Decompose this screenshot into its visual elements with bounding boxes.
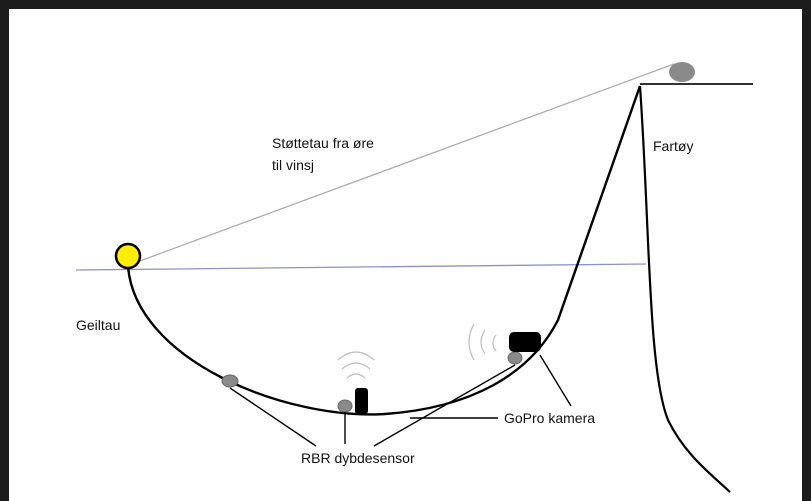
support-rope-label-line2: til vinsj <box>272 157 314 173</box>
vessel-hull-line <box>638 85 731 493</box>
gopro-camera-icon-right <box>509 332 541 352</box>
gopro-camera-icon-bottom <box>355 388 368 414</box>
seine-rope-label: Geiltau <box>76 317 120 333</box>
signal-wave-icon <box>480 329 486 355</box>
leader-line-rbr-right <box>373 364 516 447</box>
float-icon <box>114 242 142 270</box>
leader-line-rbr-left <box>229 387 317 447</box>
rbr-sensor-icon-middle <box>337 399 353 413</box>
support-rope-label-line1: Støttetau fra øre <box>272 135 374 151</box>
rbr-sensor-label: RBR dybdesensor <box>301 450 415 466</box>
signal-wave-icon <box>346 373 366 379</box>
water-surface-line <box>75 263 647 271</box>
signal-wave-icon <box>341 362 371 370</box>
gopro-camera-label: GoPro kamera <box>504 410 595 426</box>
rbr-sensor-icon-left <box>221 374 239 388</box>
rbr-sensor-icon-right <box>507 351 523 365</box>
winch-icon <box>669 62 695 82</box>
signal-wave-icon <box>337 351 375 361</box>
signal-wave-icon <box>492 334 497 352</box>
signal-wave-icon <box>468 323 475 361</box>
support-rope-line <box>128 63 675 266</box>
seine-rope-line <box>126 85 642 416</box>
leader-line-gopro-right <box>539 354 572 407</box>
vessel-label: Fartøy <box>653 138 693 154</box>
